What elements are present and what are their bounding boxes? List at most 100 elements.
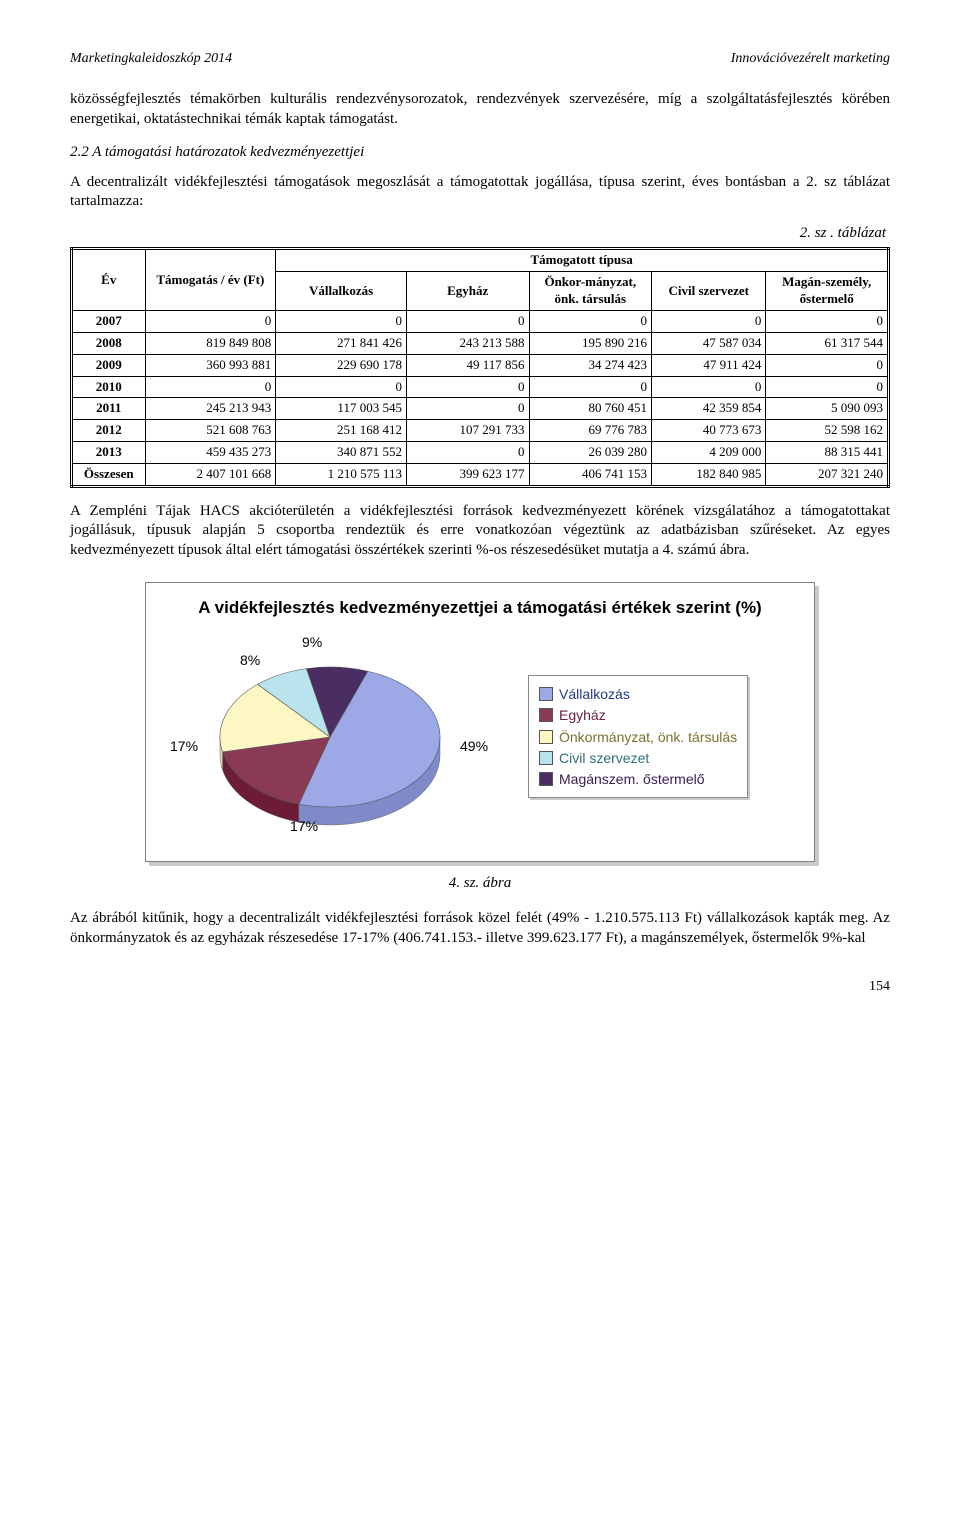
- cell-value: 5 090 093: [766, 398, 889, 420]
- cell-total: 245 213 943: [145, 398, 276, 420]
- pie-label-17a: 17%: [290, 817, 318, 835]
- cell-year: 2011: [72, 398, 146, 420]
- paragraph-2: A decentralizált vidékfejlesztési támoga…: [70, 173, 890, 212]
- cell-value: 49 117 856: [406, 354, 529, 376]
- table-row: 2013459 435 273340 871 552026 039 2804 2…: [72, 442, 889, 464]
- cell-value: 40 773 673: [652, 420, 766, 442]
- cell-value: 399 623 177: [406, 464, 529, 487]
- table-row: 2008819 849 808271 841 426243 213 588195…: [72, 332, 889, 354]
- cell-value: 88 315 441: [766, 442, 889, 464]
- pie-chart: 49% 17% 17% 8% 9%: [160, 627, 500, 847]
- legend-swatch: [539, 708, 553, 722]
- cell-value: 0: [406, 442, 529, 464]
- cell-total: 360 993 881: [145, 354, 276, 376]
- cell-value: 0: [766, 376, 889, 398]
- table-caption: 2. sz . táblázat: [70, 224, 886, 244]
- th-sub-1: Egyház: [406, 272, 529, 311]
- th-sub-4: Magán-személy, őstermelő: [766, 272, 889, 311]
- cell-total: 0: [145, 376, 276, 398]
- cell-value: 69 776 783: [529, 420, 652, 442]
- figure-caption: 4. sz. ábra: [70, 874, 890, 894]
- cell-year: Összesen: [72, 464, 146, 487]
- cell-value: 251 168 412: [276, 420, 407, 442]
- header-left: Marketingkaleidoszkóp 2014: [70, 50, 232, 68]
- cell-value: 47 911 424: [652, 354, 766, 376]
- cell-value: 0: [652, 376, 766, 398]
- cell-value: 117 003 545: [276, 398, 407, 420]
- data-table: Év Támogatás / év (Ft) Támogatott típusa…: [70, 247, 890, 488]
- legend-label: Civil szervezet: [559, 749, 649, 767]
- cell-total: 2 407 101 668: [145, 464, 276, 487]
- cell-year: 2012: [72, 420, 146, 442]
- chart-legend: Vállalkozás Egyház Önkormányzat, önk. társ…: [528, 675, 748, 798]
- th-ev: Év: [72, 249, 146, 311]
- legend-swatch: [539, 687, 553, 701]
- th-sub-2: Önkor-mányzat, önk. társulás: [529, 272, 652, 311]
- th-sub-3: Civil szervezet: [652, 272, 766, 311]
- cell-value: 80 760 451: [529, 398, 652, 420]
- cell-value: 47 587 034: [652, 332, 766, 354]
- legend-swatch: [539, 772, 553, 786]
- legend-label: Egyház: [559, 706, 606, 724]
- cell-year: 2013: [72, 442, 146, 464]
- paragraph-4: Az ábrából kitűnik, hogy a decentralizál…: [70, 909, 890, 948]
- cell-total: 819 849 808: [145, 332, 276, 354]
- cell-value: 406 741 153: [529, 464, 652, 487]
- pie-label-17b: 17%: [170, 737, 198, 755]
- cell-value: 0: [529, 310, 652, 332]
- cell-value: 0: [652, 310, 766, 332]
- page-number: 154: [70, 978, 890, 996]
- legend-label: Vállalkozás: [559, 685, 630, 703]
- cell-total: 0: [145, 310, 276, 332]
- cell-value: 107 291 733: [406, 420, 529, 442]
- pie-label-49: 49%: [460, 737, 488, 755]
- cell-value: 207 321 240: [766, 464, 889, 487]
- cell-value: 0: [766, 310, 889, 332]
- chart-title: A vidékfejlesztés kedvezményezettjei a t…: [160, 597, 800, 618]
- legend-item: Önkormányzat, önk. társulás: [539, 728, 737, 746]
- legend-swatch: [539, 730, 553, 744]
- cell-value: 0: [406, 376, 529, 398]
- chart-container: A vidékfejlesztés kedvezményezettjei a t…: [145, 582, 815, 861]
- cell-year: 2010: [72, 376, 146, 398]
- legend-item: Egyház: [539, 706, 737, 724]
- cell-value: 4 209 000: [652, 442, 766, 464]
- header-right: Innovációvezérelt marketing: [731, 50, 890, 68]
- cell-value: 42 359 854: [652, 398, 766, 420]
- legend-label: Önkormányzat, önk. társulás: [559, 728, 737, 746]
- cell-value: 0: [406, 310, 529, 332]
- cell-value: 26 039 280: [529, 442, 652, 464]
- table-row: 2007000000: [72, 310, 889, 332]
- cell-value: 34 274 423: [529, 354, 652, 376]
- cell-value: 271 841 426: [276, 332, 407, 354]
- pie-label-9: 9%: [302, 633, 322, 651]
- cell-value: 52 598 162: [766, 420, 889, 442]
- legend-label: Magánszem. őstermelő: [559, 770, 705, 788]
- table-row: 2012521 608 763251 168 412107 291 73369 …: [72, 420, 889, 442]
- cell-value: 182 840 985: [652, 464, 766, 487]
- table-row: 2011245 213 943117 003 545080 760 45142 …: [72, 398, 889, 420]
- legend-item: Vállalkozás: [539, 685, 737, 703]
- cell-value: 0: [766, 354, 889, 376]
- cell-value: 0: [276, 310, 407, 332]
- paragraph-3: A Zempléni Tájak HACS akcióterületén a v…: [70, 502, 890, 561]
- cell-year: 2008: [72, 332, 146, 354]
- th-group: Támogatott típusa: [276, 249, 889, 272]
- th-sub-0: Vállalkozás: [276, 272, 407, 311]
- cell-value: 340 871 552: [276, 442, 407, 464]
- cell-total: 459 435 273: [145, 442, 276, 464]
- legend-item: Civil szervezet: [539, 749, 737, 767]
- cell-value: 1 210 575 113: [276, 464, 407, 487]
- page-header: Marketingkaleidoszkóp 2014 Innovációvezé…: [70, 50, 890, 68]
- section-heading: 2.2 A támogatási határozatok kedvezménye…: [70, 143, 890, 163]
- legend-swatch: [539, 751, 553, 765]
- cell-value: 243 213 588: [406, 332, 529, 354]
- th-tamogatas: Támogatás / év (Ft): [145, 249, 276, 311]
- cell-year: 2007: [72, 310, 146, 332]
- pie-label-8: 8%: [240, 651, 260, 669]
- cell-value: 61 317 544: [766, 332, 889, 354]
- cell-value: 0: [276, 376, 407, 398]
- table-row: Összesen2 407 101 6681 210 575 113399 62…: [72, 464, 889, 487]
- legend-item: Magánszem. őstermelő: [539, 770, 737, 788]
- cell-total: 521 608 763: [145, 420, 276, 442]
